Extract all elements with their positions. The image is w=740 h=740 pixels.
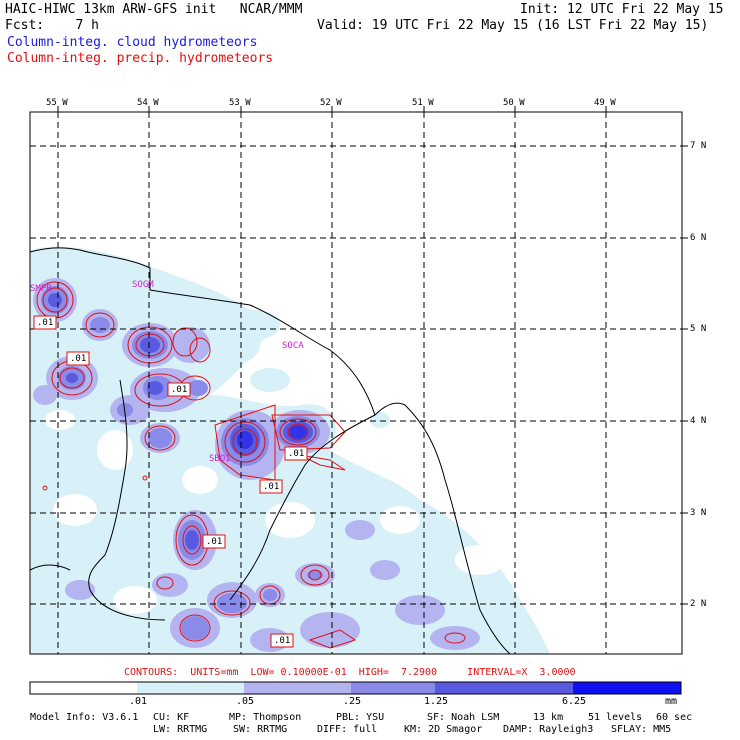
colorbar-unit: mm [665, 696, 678, 707]
vertical-levels: 51 levels [588, 712, 643, 723]
field-precip-label: Column-integ. precip. hydrometeors [7, 51, 274, 66]
longwave-scheme: LW: RRTMG [153, 724, 208, 735]
lon-label: 52 W [320, 98, 342, 108]
colorbar-tick: 1.25 [424, 696, 449, 707]
lon-label: 55 W [46, 98, 68, 108]
colorbar-tick: .05 [236, 696, 255, 707]
axis-ticks [57, 106, 688, 605]
coastlines [30, 247, 511, 654]
lon-label: 54 W [137, 98, 159, 108]
lat-label: 3 N [690, 508, 707, 518]
colorbar [29, 681, 682, 695]
station-label: SOCA [282, 341, 304, 351]
colorbar-tick: .25 [343, 696, 362, 707]
lon-label: 50 W [503, 98, 525, 108]
station-label: SOGM [132, 280, 154, 290]
microphysics-scheme: MP: Thompson [229, 712, 302, 723]
lat-label: 2 N [690, 599, 707, 609]
eddy-coefficient-option: KM: 2D Smagor [404, 724, 483, 735]
valid-time: Valid: 19 UTC Fri 22 May 15 (16 LST Fri … [317, 18, 709, 33]
contour-label: .01 [263, 482, 280, 492]
station-label: SMPB [30, 284, 52, 294]
lon-label: 51 W [412, 98, 434, 108]
lon-label: 49 W [594, 98, 616, 108]
contour-label: .01 [288, 449, 305, 459]
contour-label: .01 [171, 385, 188, 395]
grid-spacing: 13 km [533, 712, 564, 723]
cumulus-scheme: CU: KF [153, 712, 190, 723]
shortwave-scheme: SW: RRTMG [233, 724, 288, 735]
colorbar-tick: .01 [129, 696, 148, 707]
contour-info: CONTOURS: UNITS=mm LOW= 0.10000E-01 HIGH… [124, 667, 576, 678]
lat-label: 6 N [690, 233, 707, 243]
diffusion-option: DIFF: full [317, 724, 378, 735]
lat-label: 7 N [690, 141, 707, 151]
model-version: Model Info: V3.6.1 [30, 712, 139, 723]
lat-label: 5 N [690, 324, 707, 334]
lat-label: 4 N [690, 416, 707, 426]
surface-scheme: SF: Noah LSM [427, 712, 500, 723]
surface-layer-scheme: SFLAY: MM5 [611, 724, 672, 735]
field-cloud-label: Column-integ. cloud hydrometeors [7, 35, 258, 50]
contour-label: .01 [37, 318, 54, 328]
contour-label-boxes [33, 315, 308, 648]
forecast-hour: Fcst: 7 h [5, 18, 99, 33]
contour-label: .01 [274, 636, 291, 646]
pbl-scheme: PBL: YSU [336, 712, 385, 723]
contour-label: .01 [206, 537, 223, 547]
model-title: HAIC-HIWC 13km ARW-GFS init NCAR/MMM [5, 2, 303, 17]
map-frame [29, 111, 683, 655]
lat-lon-grid [30, 112, 682, 654]
colorbar-tick: 6.25 [562, 696, 587, 707]
station-label: SBOI [209, 454, 231, 464]
contour-label: .01 [70, 354, 87, 364]
lon-label: 53 W [229, 98, 251, 108]
damping-option: DAMP: Rayleigh3 [503, 724, 594, 735]
init-time: Init: 12 UTC Fri 22 May 15 [520, 2, 724, 17]
precip-contours [36, 281, 466, 649]
time-step: 60 sec [656, 712, 693, 723]
